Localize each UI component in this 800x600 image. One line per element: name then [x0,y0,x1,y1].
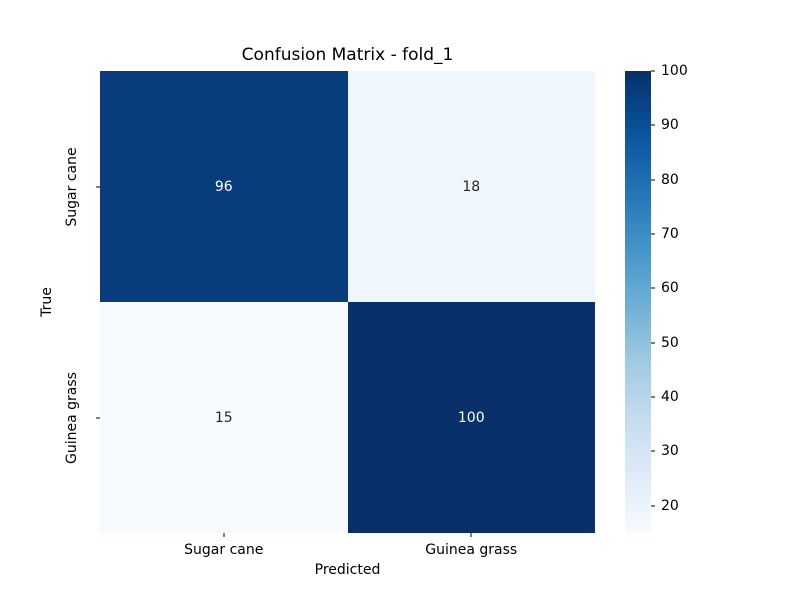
colorbar-tick-labels: 100 90 80 70 60 50 40 30 20 [661,63,701,533]
colorbar-tick-mark [651,450,655,452]
heatmap-cell: 100 [347,302,595,533]
colorbar-tick-label: 60 [661,280,679,297]
colorbar-tick-mark [651,396,655,398]
colorbar-tick-label: 80 [661,171,679,188]
heatmap-cell: 18 [347,71,595,302]
y-tick-label: Sugar cane [64,146,80,227]
colorbar-tick-mark [651,124,655,126]
y-tick-mark [96,186,100,187]
x-tick-mark [470,533,472,537]
colorbar-tick-marks [651,70,655,533]
colorbar-tick-label: 70 [661,226,679,243]
heatmap-cell: 96 [100,71,348,302]
colorbar-tick-mark [651,233,655,235]
x-axis-tick-marks [100,533,595,537]
x-tick-label: Guinea grass [425,542,518,558]
colorbar-tick-label: 20 [661,497,679,514]
x-tick-label: Sugar cane [184,542,264,558]
colorbar-tick-mark [651,179,655,181]
colorbar-tick-label: 100 [661,63,688,79]
colorbar-tick-label: 50 [661,334,679,351]
colorbar-tick-mark [651,342,655,344]
heatmap: 96 18 15 100 [100,71,595,533]
y-axis-tick-marks [96,71,100,533]
x-tick-mark [223,533,225,537]
x-axis-label: Predicted [314,562,381,578]
colorbar-tick-label: 40 [661,389,679,406]
colorbar [625,71,651,533]
colorbar-tick-mark [651,70,655,72]
x-axis-tick-labels: Sugar cane Guinea grass [100,542,595,560]
y-tick-mark [96,417,100,418]
y-tick-label: Guinea grass [64,371,80,464]
colorbar-tick-mark [651,505,655,507]
colorbar-tick-mark [651,287,655,289]
colorbar-tick-label: 30 [661,443,679,460]
y-axis-tick-labels: Sugar cane Guinea grass [58,71,86,533]
heatmap-cell: 15 [100,302,348,533]
colorbar-tick-label: 90 [661,117,679,134]
y-axis-label: True [39,287,55,317]
chart-title: Confusion Matrix - fold_1 [241,45,454,65]
